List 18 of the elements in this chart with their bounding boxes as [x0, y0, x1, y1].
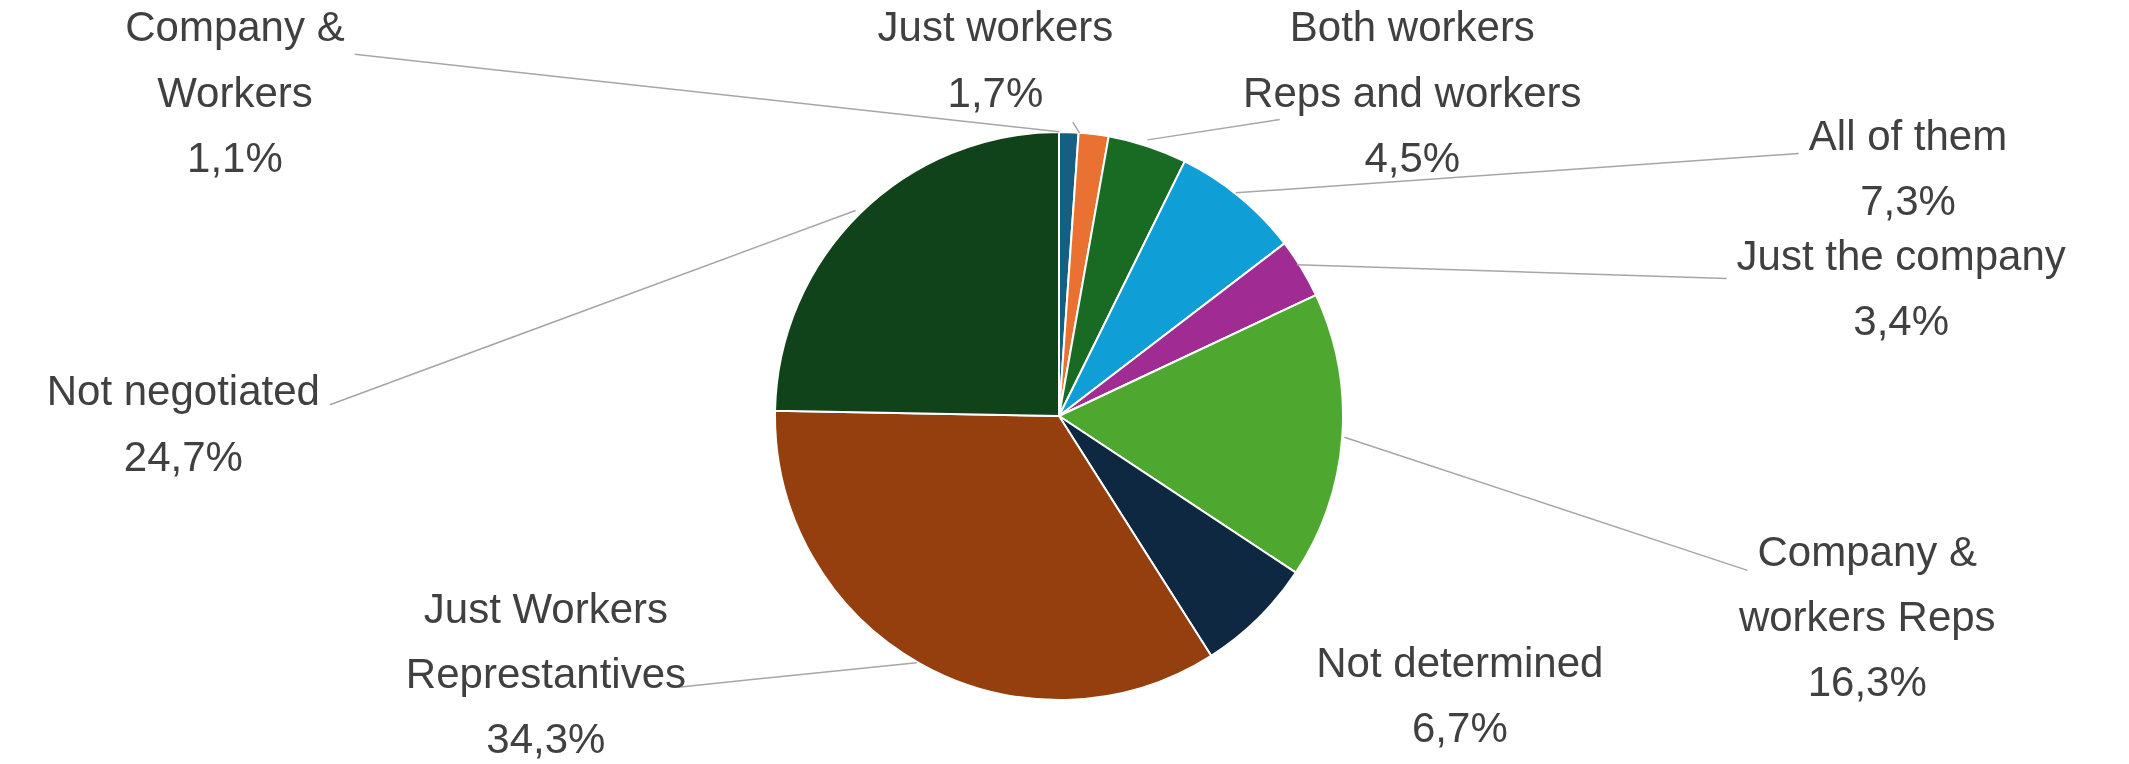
data-label: 3,4%: [1853, 296, 1950, 344]
data-label: 24,7%: [123, 432, 243, 480]
data-label: 16,3%: [1807, 658, 1927, 706]
data-label: 7,3%: [1860, 177, 1956, 225]
data-label: 4,5%: [1364, 133, 1461, 181]
slice-label: Just workers: [877, 3, 1114, 51]
slice-label: Not negotiated: [46, 367, 320, 415]
data-label: 1,1%: [187, 133, 283, 181]
slice-label: All of them: [1808, 112, 2008, 160]
data-label: 34,3%: [486, 715, 606, 763]
slice-label: Company & workers Reps: [1737, 527, 1996, 640]
slice-label: Not determined: [1316, 639, 1604, 686]
slice-label: Company & Workers: [125, 3, 345, 116]
data-label: 1,7%: [947, 68, 1044, 116]
slice-label: Both workers Reps and workers: [1243, 3, 1582, 116]
slice-label: Just the company: [1736, 231, 2066, 279]
slice-label: Just Workers Represtantives: [405, 584, 686, 697]
data-label: 6,7%: [1411, 704, 1508, 752]
